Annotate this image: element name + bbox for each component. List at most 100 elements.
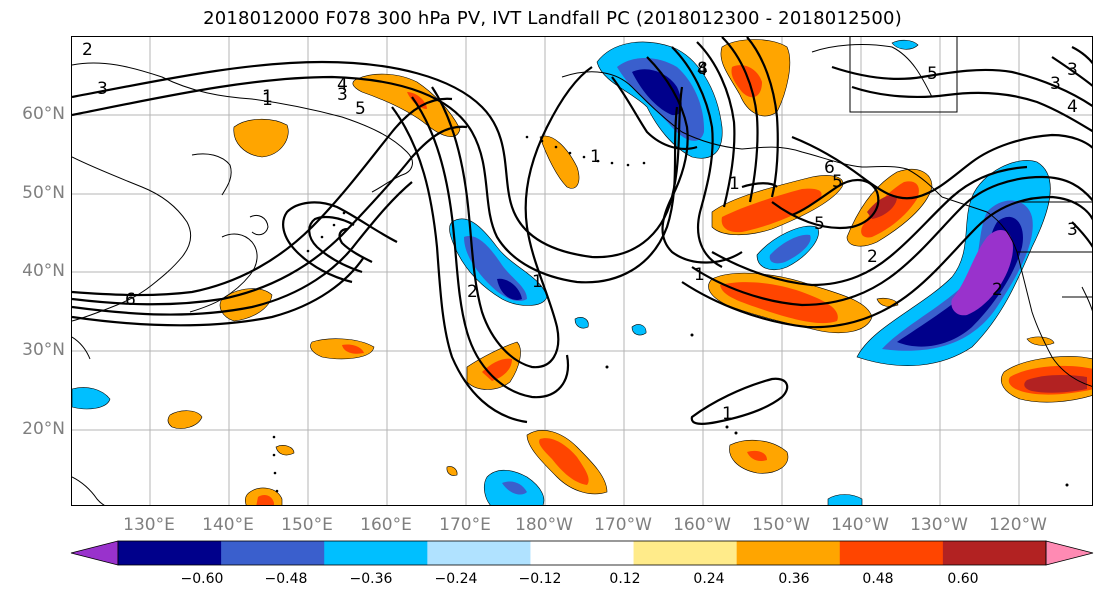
positive-anomaly-region [233,118,289,158]
pv-contour-line [791,133,1092,200]
contour-label: 2 [992,280,1003,300]
negative-anomaly-region [769,234,811,264]
pv-contour-line [696,41,736,208]
contour-label: 5 [832,172,843,192]
coastline-japan [249,214,269,236]
negative-anomaly-region [502,481,527,495]
pv-contour-line [308,215,363,274]
map-title: 2018012000 F078 300 hPa PV, IVT Landfall… [203,8,902,29]
pv-contour-line [690,377,789,425]
pv-contour-line [1071,46,1092,65]
coastline-asia [72,156,192,322]
contour-label: 1 [590,147,601,167]
positive-anomaly-region [482,358,512,381]
pv-contour-line [611,76,698,150]
colorbar-segment [324,541,428,565]
coastline-north-america [1081,286,1092,312]
lat-label-40n: 40°N [22,261,65,281]
lon-label-120w: 120°W [989,515,1047,535]
colorbar-tick-label: −0.36 [349,571,393,587]
pv-contour-line [72,75,679,284]
positive-anomaly-region [1024,375,1087,393]
positive-anomaly-region [747,450,767,462]
colorbar-tick-label: 0.24 [693,571,725,587]
contour-label: 5 [814,214,825,234]
pv-contour-line [72,125,468,306]
colorbar-tick-label: 0.48 [862,571,894,587]
positive-anomaly-region [539,438,589,485]
island-dot [596,159,600,163]
contour-label: 3 [97,79,108,99]
lon-label-150w: 150°W [752,515,810,535]
pv-contour-line [431,66,593,369]
island-dot [272,435,276,439]
political-borders [849,37,1092,298]
contour-label: 1 [262,90,273,110]
lon-label-140e: 140°E [202,515,254,535]
positive-anomaly-region [167,410,203,429]
pv-contour-line [691,175,1092,307]
coastline-north-america [941,196,1092,387]
lon-label-170e: 170°E [439,515,491,535]
island-dot [725,425,729,429]
colorbar-segment [839,541,944,565]
pv-contour-line [391,106,528,424]
pv-contours [72,37,1092,425]
pv-contour-line [831,65,1092,108]
island-dot [642,161,646,165]
colorbar [70,540,1094,566]
negative-anomaly-region [497,278,522,301]
graticule [72,37,1092,505]
pv-contour-line [72,256,365,327]
colorbar-segment [942,541,1047,565]
island-dot [582,155,586,159]
colorbar-tick-label: 0.36 [778,571,810,587]
contour-label-group: 2 3 3 4 5 6 1 2 1 4 1 8 5 6 5 1 2 1 2 1 … [82,40,1078,424]
lat-label-20n: 20°N [22,419,65,439]
colorbar-tick-label: −0.48 [264,571,308,587]
map-panel: 2 3 3 4 5 6 1 2 1 4 1 8 5 6 5 1 2 1 2 1 … [71,36,1093,506]
island-dot [320,235,324,239]
colorbar-tick-label: −0.60 [180,571,224,587]
map-canvas: 2 3 3 4 5 6 1 2 1 4 1 8 5 6 5 1 2 1 2 1 … [72,37,1092,505]
island-dot [626,163,630,167]
contour-label: 3 [1067,220,1078,240]
coastline-alaska [561,71,943,198]
contour-label: 3 [1067,60,1078,80]
colorbar-segment [427,541,531,565]
islands [272,135,1069,493]
contour-label: 4 [337,75,348,95]
colorbar-segment [118,541,222,565]
island-dot [332,223,336,227]
island-dot [734,431,738,435]
positive-anomaly-region [1026,336,1055,346]
contour-label: 1 [694,265,705,285]
contour-label: 2 [867,247,878,267]
pv-contour-line [741,182,778,189]
lon-label-150e: 150°E [281,515,333,535]
island-dot [554,145,558,149]
lon-label-140w: 140°W [831,515,889,535]
pv-contour-line [771,179,880,230]
positive-anomaly-region [352,73,461,137]
positive-anomaly-region [731,65,762,98]
negative-anomaly-region [827,494,863,505]
lon-label-170w: 170°W [594,515,652,535]
contour-label: 5 [927,64,938,84]
negative-anomaly-region [72,387,111,410]
colorbar-segments [70,540,1094,566]
pv-contour-line [681,195,1092,329]
lon-label-160w: 160°W [673,515,731,535]
contour-label: 1 [722,404,733,424]
colorbar-tick-label: 0.12 [609,571,641,587]
colorbar-extend-max [1045,540,1094,566]
contour-label: 1 [262,87,273,107]
island-dot [1065,483,1069,487]
lon-label-180w: 180°W [515,515,573,535]
island-dot [525,135,529,139]
contour-label: 2 [467,282,478,302]
lat-label-50n: 50°N [22,183,65,203]
colorbar-outline [117,540,1047,566]
coastline-asia [191,153,232,196]
negative-anomaly-region [891,39,919,50]
